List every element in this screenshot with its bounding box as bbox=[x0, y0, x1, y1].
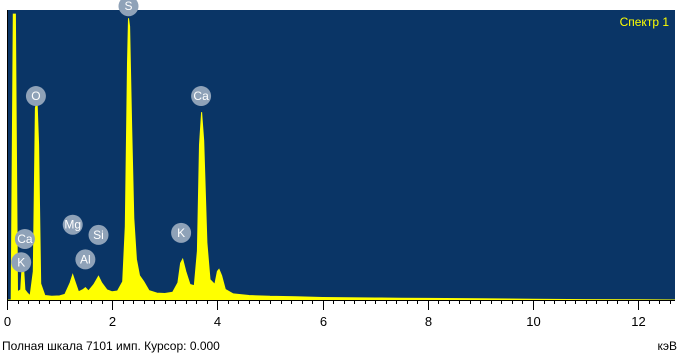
x-tick-label: 4 bbox=[214, 314, 221, 329]
peak-marker[interactable] bbox=[14, 228, 35, 249]
peak-label: Mg bbox=[64, 218, 81, 232]
x-axis-unit-label: кэВ bbox=[657, 339, 677, 353]
x-tick-label: 8 bbox=[425, 314, 432, 329]
x-tick-label: 2 bbox=[109, 314, 116, 329]
peak-marker[interactable] bbox=[62, 214, 83, 235]
peak-label: Si bbox=[93, 228, 104, 242]
peak-label: Al bbox=[80, 252, 91, 266]
series-name: Спектр 1 bbox=[620, 15, 670, 29]
peak-marker[interactable] bbox=[118, 0, 139, 17]
peak-marker[interactable] bbox=[191, 86, 212, 107]
peak-marker[interactable] bbox=[88, 224, 109, 245]
peak-label: S bbox=[124, 0, 132, 13]
peak-label: Ca bbox=[17, 232, 33, 246]
peak-marker[interactable] bbox=[171, 222, 192, 243]
x-tick-label: 10 bbox=[526, 314, 540, 329]
spectrum-series bbox=[7, 13, 676, 301]
peak-label: K bbox=[177, 226, 185, 240]
x-tick-label: 6 bbox=[320, 314, 327, 329]
peak-label: O bbox=[31, 89, 40, 103]
peak-marker[interactable] bbox=[11, 252, 32, 273]
peak-marker[interactable] bbox=[75, 249, 96, 270]
peak-marker[interactable] bbox=[25, 86, 46, 107]
peak-label: K bbox=[17, 255, 25, 269]
x-tick-label: 12 bbox=[631, 314, 645, 329]
peak-label: Ca bbox=[193, 89, 209, 103]
x-tick-label: 0 bbox=[4, 314, 11, 329]
plot-area[interactable] bbox=[7, 10, 675, 300]
status-bar-text: Полная шкала 7101 имп. Курсор: 0.000 bbox=[2, 339, 220, 353]
